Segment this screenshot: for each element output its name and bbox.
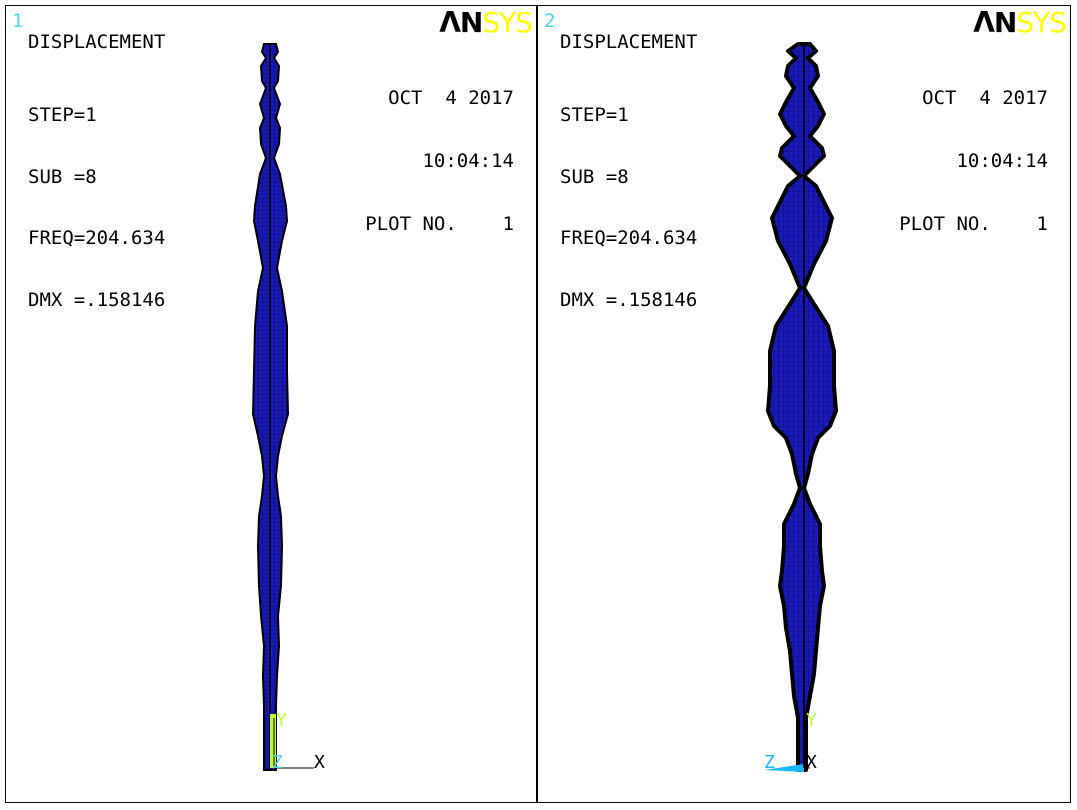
graphics-window-1[interactable]: 1 ΛNSYS DISPLACEMENT STEP=1 SUB =8 FREQ=… (5, 5, 537, 803)
deformed-mesh-plot (251, 43, 290, 771)
substep-label: SUB =8 (28, 165, 97, 188)
triad-x-label: X (806, 752, 817, 773)
plot-number-label: PLOT NO. 1 (365, 213, 514, 235)
substep-label: SUB =8 (560, 165, 629, 188)
triad-z-label: Z (764, 752, 775, 773)
graphics-window-2[interactable]: 2 ΛNSYS DISPLACEMENT STEP=1 SUB =8 FREQ=… (537, 5, 1071, 803)
dmx-label: DMX =.158146 (560, 288, 698, 311)
triad-z-label: Z (272, 752, 283, 773)
triad-y-label: Y (276, 710, 287, 731)
result-title: DISPLACEMENT (560, 31, 698, 53)
time-label: 10:04:14 (956, 150, 1048, 172)
date-block: OCT 4 2017 10:04:14 PLOT NO. 1 (899, 46, 1048, 277)
triad-y-label: Y (806, 710, 817, 731)
window-number: 2 (544, 10, 556, 32)
result-info: STEP=1 SUB =8 FREQ=204.634 DMX =.158146 (560, 64, 697, 351)
plot-number-label: PLOT NO. 1 (899, 213, 1048, 235)
time-label: 10:04:14 (422, 150, 514, 172)
frequency-label: FREQ=204.634 (560, 227, 698, 249)
result-info: STEP=1 SUB =8 FREQ=204.634 DMX =.158146 (28, 64, 165, 351)
window-number: 1 (12, 10, 24, 32)
ansys-logo-icon: ΛNSYS (973, 6, 1067, 39)
deformed-mesh-plot (766, 42, 838, 772)
date-block: OCT 4 2017 10:04:14 PLOT NO. 1 (365, 46, 514, 277)
date-label: OCT 4 2017 (922, 87, 1048, 109)
step-label: STEP=1 (28, 104, 97, 126)
triad-x-label: X (314, 752, 325, 773)
axis-triad-icon (764, 718, 810, 772)
ansys-logo-icon: ΛNSYS (439, 6, 533, 39)
step-label: STEP=1 (560, 104, 629, 126)
result-title: DISPLACEMENT (28, 31, 166, 53)
date-label: OCT 4 2017 (388, 87, 514, 109)
axis-triad-icon (270, 714, 314, 769)
frequency-label: FREQ=204.634 (28, 227, 166, 249)
dmx-label: DMX =.158146 (28, 288, 166, 311)
